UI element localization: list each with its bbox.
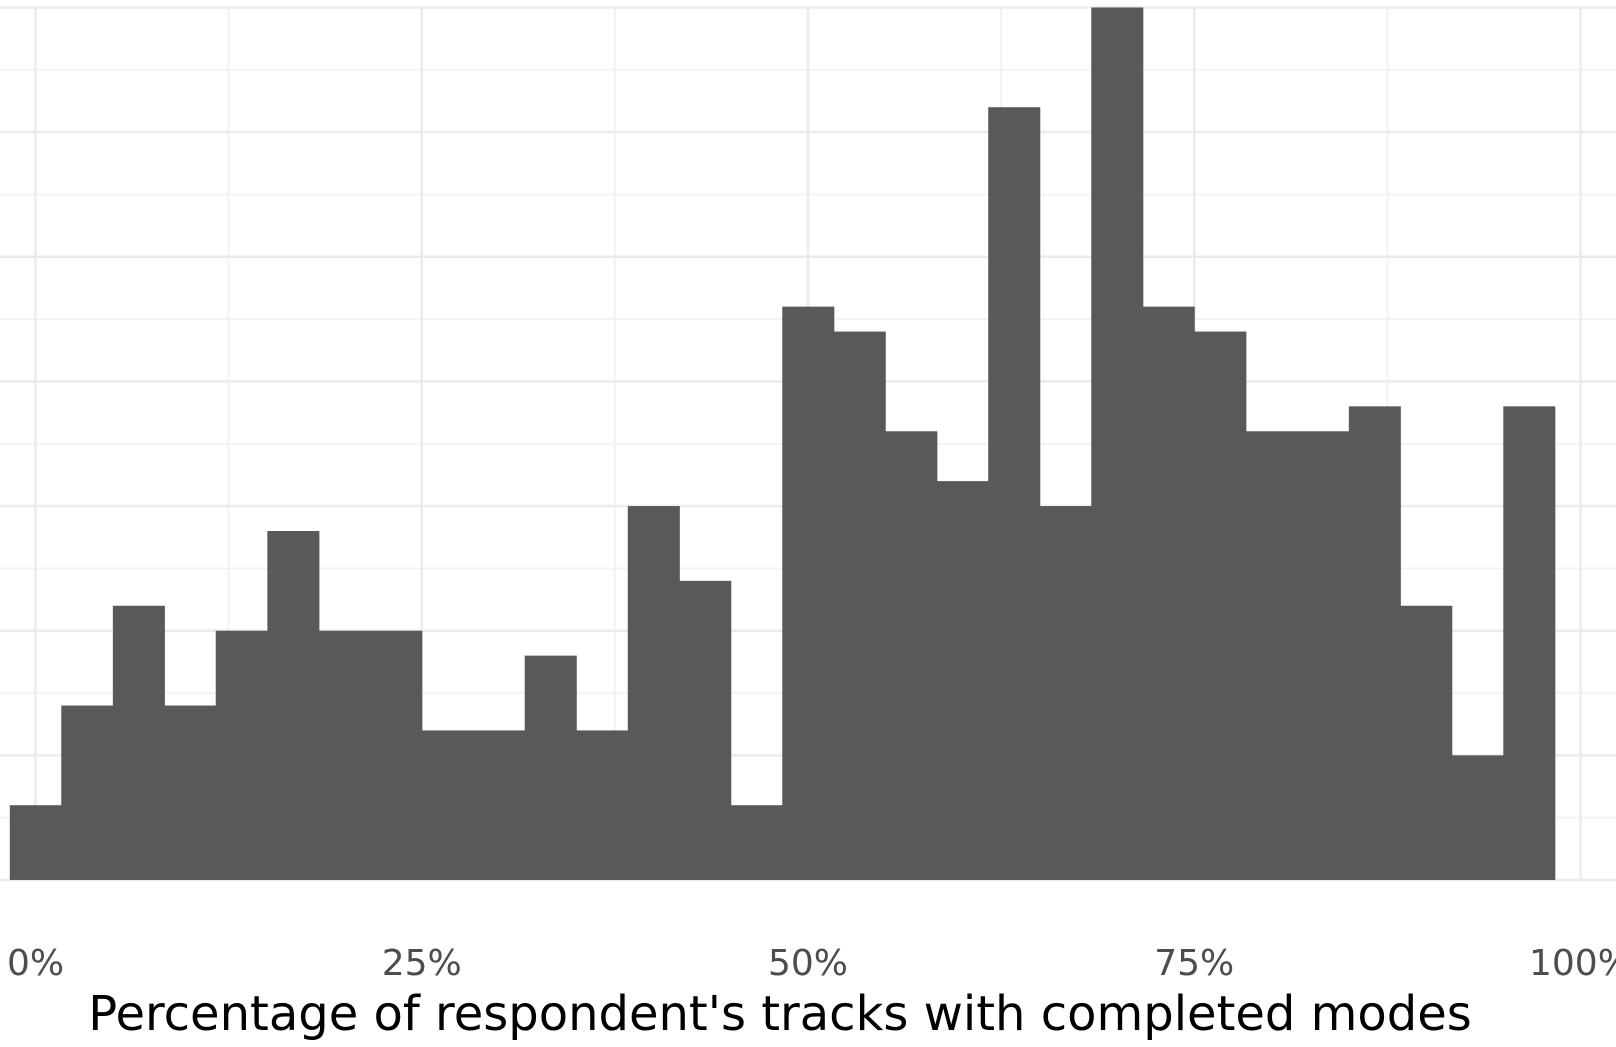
histogram-bar-0 — [9, 805, 62, 880]
histogram-bar-5 — [267, 530, 320, 880]
histogram-bar-4 — [215, 630, 268, 880]
histogram-bar-23 — [1194, 331, 1247, 880]
x-tick-label: 100% — [1529, 943, 1616, 984]
histogram-bar-2 — [112, 605, 165, 880]
histogram-bar-17 — [885, 431, 938, 880]
histogram-bar-14 — [730, 805, 783, 880]
histogram-bar-18 — [936, 481, 989, 880]
histogram-bar-11 — [576, 730, 629, 880]
histogram-bar-28 — [1451, 755, 1504, 880]
x-axis-tick-labels: 0% 25% 50% 75% 100% — [7, 943, 1616, 984]
x-tick-label: 0% — [7, 943, 64, 984]
x-tick-label: 25% — [382, 943, 462, 984]
histogram-bar-20 — [1039, 506, 1092, 880]
histogram-bar-16 — [833, 331, 886, 880]
histogram-bar-24 — [1245, 431, 1298, 880]
histogram-bar-6 — [318, 630, 371, 880]
histogram-bar-13 — [679, 580, 732, 880]
histogram-bar-7 — [370, 630, 423, 880]
x-tick-label: 50% — [768, 943, 848, 984]
histogram-bar-3 — [164, 705, 217, 880]
x-tick-label: 75% — [1154, 943, 1234, 984]
histogram-bar-8 — [421, 730, 474, 880]
histogram-bar-29 — [1503, 406, 1556, 880]
histogram-bar-9 — [473, 730, 526, 880]
histogram-bar-21 — [1091, 7, 1144, 880]
histogram-bar-1 — [61, 705, 114, 880]
histogram-bar-25 — [1297, 431, 1350, 880]
histogram-bar-12 — [627, 506, 680, 880]
x-axis-title: Percentage of respondent's tracks with c… — [88, 986, 1472, 1042]
histogram-bar-27 — [1400, 605, 1453, 880]
histogram-bars — [9, 7, 1556, 881]
histogram-bar-10 — [524, 655, 577, 880]
histogram-bar-22 — [1142, 306, 1195, 880]
histogram-bar-15 — [782, 306, 835, 880]
histogram-bar-19 — [988, 107, 1041, 881]
histogram-bar-26 — [1348, 406, 1401, 880]
